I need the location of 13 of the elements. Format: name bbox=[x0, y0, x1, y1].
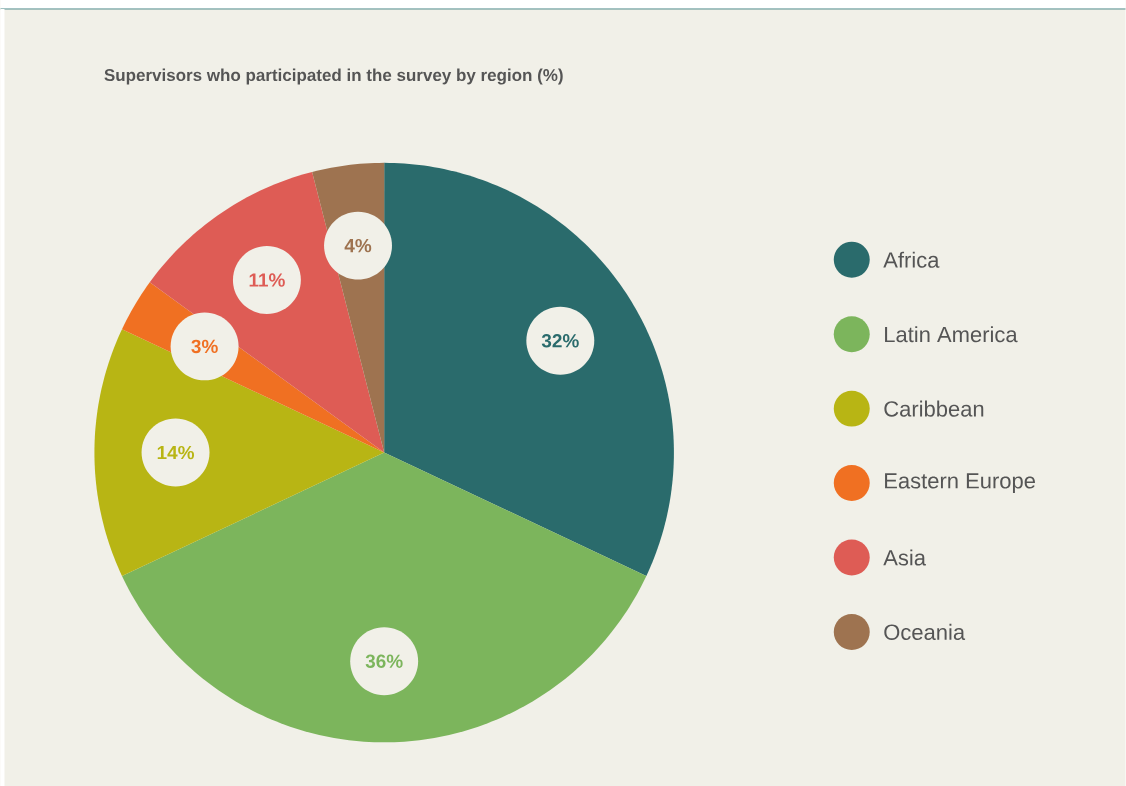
chart-title: Supervisors who participated in the survey by region (%) bbox=[104, 68, 563, 85]
legend-label: Oceania bbox=[884, 623, 966, 640]
data-label: 32% bbox=[541, 333, 579, 348]
legend-label: Africa bbox=[883, 251, 940, 268]
data-label: 3% bbox=[191, 339, 218, 353]
legend-label: Latin America bbox=[885, 325, 1018, 343]
data-label: 11% bbox=[249, 273, 285, 287]
data-label: 36% bbox=[365, 654, 403, 668]
legend-label: Eastern Europe bbox=[885, 473, 1035, 493]
legend-label: Asia bbox=[883, 549, 926, 566]
legend-label: Caribbean bbox=[884, 400, 984, 417]
data-label: 4% bbox=[344, 238, 372, 253]
data-label: 14% bbox=[157, 445, 195, 460]
